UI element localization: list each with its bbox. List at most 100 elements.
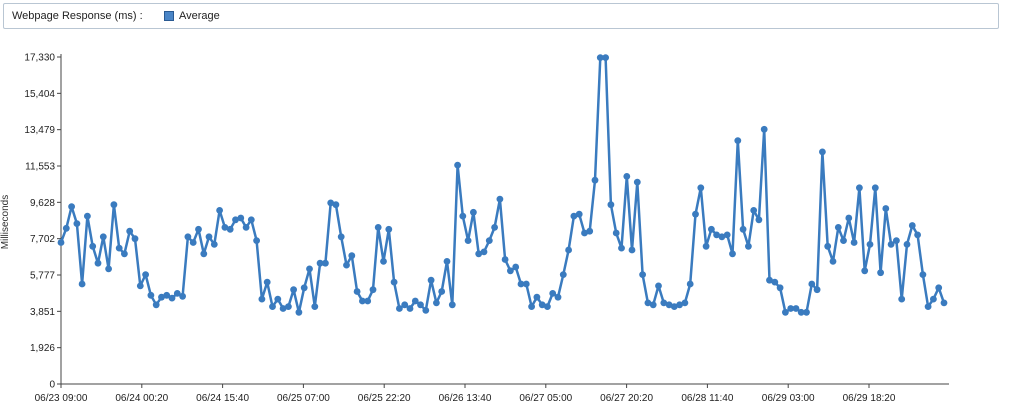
data-point[interactable] (179, 292, 187, 300)
data-point[interactable] (496, 195, 504, 203)
data-point[interactable] (380, 258, 387, 265)
data-point[interactable] (173, 290, 181, 297)
data-point[interactable] (538, 301, 546, 309)
data-point[interactable] (644, 299, 652, 307)
data-point[interactable] (649, 301, 657, 309)
data-point[interactable] (908, 222, 916, 229)
data-point[interactable] (480, 248, 488, 256)
data-point[interactable] (62, 224, 70, 232)
data-point[interactable] (184, 233, 192, 241)
data-point[interactable] (686, 280, 694, 288)
data-point[interactable] (581, 229, 588, 237)
data-point[interactable] (253, 237, 260, 245)
data-point[interactable] (427, 276, 435, 284)
data-point[interactable] (68, 203, 75, 211)
data-point[interactable] (390, 278, 398, 286)
data-point[interactable] (528, 303, 535, 310)
legend-label-average[interactable]: Average (179, 10, 220, 22)
data-point[interactable] (697, 184, 705, 192)
data-point[interactable] (850, 239, 858, 246)
data-point[interactable] (623, 173, 631, 180)
data-point[interactable] (168, 294, 176, 302)
data-point[interactable] (115, 244, 123, 252)
data-point[interactable] (665, 301, 673, 309)
data-point[interactable] (232, 216, 239, 224)
data-point[interactable] (618, 244, 625, 252)
data-point[interactable] (131, 235, 139, 243)
data-point[interactable] (142, 271, 150, 278)
data-point[interactable] (676, 301, 683, 309)
data-point[interactable] (633, 178, 641, 186)
data-point[interactable] (739, 225, 747, 233)
data-point[interactable] (485, 237, 493, 245)
data-point[interactable] (808, 280, 816, 288)
data-point[interactable] (237, 214, 245, 222)
data-point[interactable] (475, 250, 483, 258)
data-point[interactable] (285, 303, 292, 310)
data-point[interactable] (136, 282, 144, 290)
data-point[interactable] (559, 271, 567, 278)
data-point[interactable] (274, 295, 282, 303)
data-point[interactable] (628, 246, 636, 254)
data-point[interactable] (411, 297, 419, 305)
data-point[interactable] (935, 284, 943, 292)
data-point[interactable] (692, 210, 699, 218)
data-point[interactable] (306, 265, 313, 273)
data-point[interactable] (602, 54, 609, 61)
data-point[interactable] (750, 207, 758, 214)
data-point[interactable] (660, 299, 668, 307)
data-point[interactable] (512, 263, 520, 271)
data-point[interactable] (670, 303, 678, 310)
data-point[interactable] (713, 231, 720, 239)
data-point[interactable] (189, 239, 197, 246)
data-point[interactable] (787, 305, 795, 312)
data-point[interactable] (454, 161, 461, 169)
data-point[interactable] (507, 267, 514, 275)
data-point[interactable] (554, 293, 562, 301)
data-point[interactable] (792, 305, 800, 312)
data-point[interactable] (353, 288, 361, 295)
data-point[interactable] (866, 241, 874, 248)
data-point[interactable] (327, 199, 335, 207)
data-point[interactable] (570, 212, 578, 220)
data-point[interactable] (258, 295, 266, 303)
data-point[interactable] (734, 137, 742, 145)
data-point[interactable] (708, 225, 715, 233)
data-point[interactable] (803, 308, 810, 316)
data-point[interactable] (914, 231, 921, 239)
data-point[interactable] (877, 269, 884, 277)
data-point[interactable] (903, 241, 911, 248)
legend-swatch-average[interactable] (164, 11, 174, 21)
data-point[interactable] (311, 303, 319, 310)
data-point[interactable] (745, 242, 752, 250)
data-point[interactable] (533, 293, 541, 301)
data-point[interactable] (121, 250, 128, 258)
data-point[interactable] (110, 201, 118, 209)
data-point[interactable] (940, 299, 948, 307)
data-point[interactable] (871, 184, 879, 192)
data-point[interactable] (760, 125, 768, 133)
data-point[interactable] (549, 290, 557, 297)
data-point[interactable] (332, 201, 340, 209)
data-point[interactable] (247, 216, 255, 224)
data-point[interactable] (755, 216, 763, 224)
data-point[interactable] (195, 225, 202, 233)
data-point[interactable] (396, 305, 403, 312)
data-point[interactable] (607, 201, 615, 209)
data-point[interactable] (586, 227, 594, 235)
data-point[interactable] (300, 284, 308, 292)
data-point[interactable] (681, 299, 689, 307)
data-point[interactable] (834, 224, 842, 231)
data-point[interactable] (422, 307, 430, 314)
data-point[interactable] (99, 233, 107, 241)
data-point[interactable] (126, 227, 134, 235)
data-point[interactable] (205, 233, 213, 241)
data-point[interactable] (210, 241, 218, 248)
data-point[interactable] (596, 54, 604, 61)
data-point[interactable] (73, 220, 81, 228)
data-point[interactable] (591, 176, 599, 184)
data-point[interactable] (459, 212, 467, 220)
data-point[interactable] (433, 299, 440, 307)
data-point[interactable] (221, 224, 229, 231)
data-point[interactable] (200, 250, 208, 258)
